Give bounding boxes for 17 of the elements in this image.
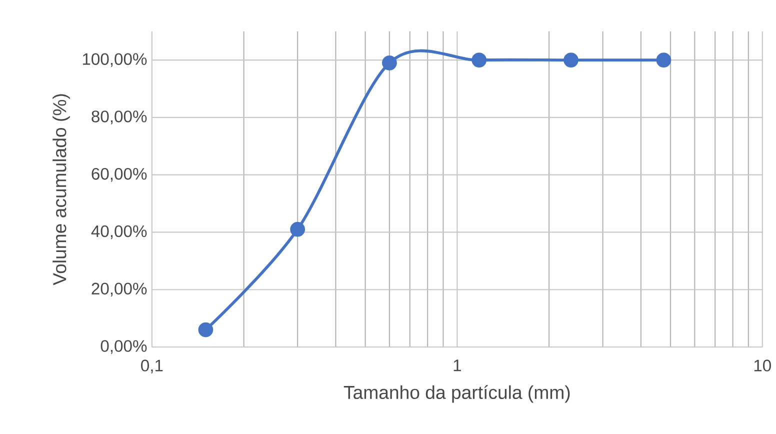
y-tick-label: 60,00% (92, 168, 147, 182)
y-tick-label: 20,00% (92, 282, 147, 296)
y-axis-title: Volume acumulado (%) (52, 94, 70, 286)
x-tick-label: 0,1 (141, 360, 163, 374)
point (656, 52, 672, 68)
point (564, 52, 578, 68)
y-tick-label: 100,00% (82, 53, 147, 67)
x-tick-label: 1 (454, 360, 461, 372)
point (198, 322, 214, 338)
x-axis-title: Tamanho da partícula (mm) (344, 385, 570, 403)
point (472, 52, 487, 68)
point (382, 56, 397, 70)
y-tick-label: 0,00% (100, 340, 147, 354)
y-tick-label: 40,00% (91, 225, 147, 240)
y-tick-label: 80,00% (92, 110, 147, 124)
x-tick-label: 10 (754, 360, 771, 372)
point (290, 222, 306, 237)
